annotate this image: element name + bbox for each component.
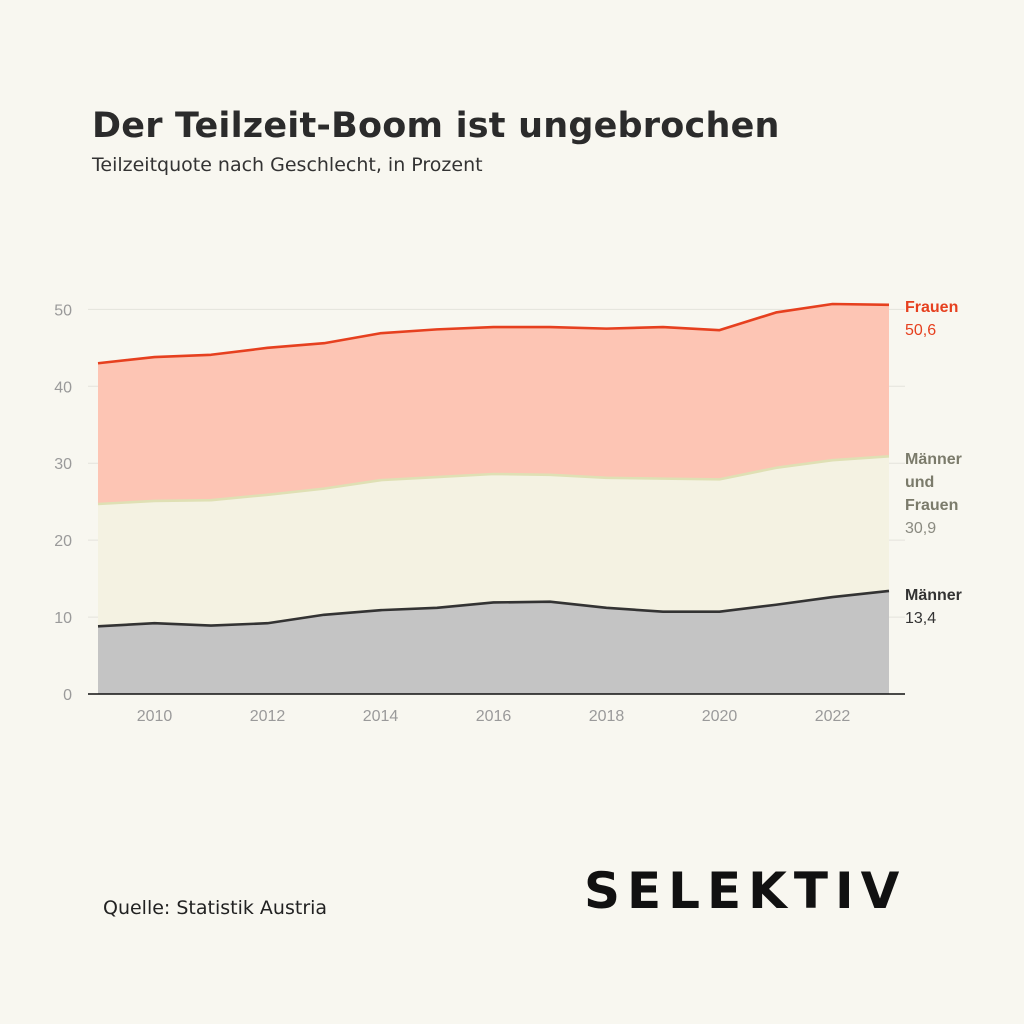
selektiv-logo: SELEKTIV bbox=[584, 862, 907, 920]
y-tick-label: 50 bbox=[54, 302, 72, 319]
series-end-value: 50,6 bbox=[905, 322, 936, 339]
series-label: Männer bbox=[905, 451, 962, 468]
y-tick-label: 20 bbox=[54, 533, 72, 550]
area-männer bbox=[98, 590, 889, 694]
series-label: Frauen bbox=[905, 497, 958, 514]
x-tick-label: 2020 bbox=[702, 708, 738, 725]
x-tick-label: 2016 bbox=[476, 708, 512, 725]
series-end-value: 30,9 bbox=[905, 520, 936, 537]
line-männer-und-frauen bbox=[97, 455, 890, 506]
series-label: Männer bbox=[905, 587, 962, 604]
x-tick-label: 2022 bbox=[815, 708, 851, 725]
x-tick-label: 2018 bbox=[589, 708, 625, 725]
x-tick-label: 2012 bbox=[250, 708, 286, 725]
line-männer bbox=[97, 589, 890, 628]
series-label: Frauen bbox=[905, 299, 958, 316]
y-tick-label: 30 bbox=[54, 456, 72, 473]
y-tick-label: 40 bbox=[54, 379, 72, 396]
x-tick-label: 2014 bbox=[363, 708, 399, 725]
y-tick-label: 10 bbox=[54, 610, 72, 627]
source-note: Quelle: Statistik Austria bbox=[103, 897, 328, 919]
line-frauen bbox=[97, 302, 890, 365]
chart-title: Der Teilzeit-Boom ist ungebrochen bbox=[92, 106, 780, 146]
x-tick-label: 2010 bbox=[137, 708, 173, 725]
series-label: und bbox=[905, 474, 934, 491]
y-tick-label: 0 bbox=[63, 687, 72, 704]
chart-subtitle: Teilzeitquote nach Geschlecht, in Prozen… bbox=[92, 154, 483, 176]
series-end-value: 13,4 bbox=[905, 610, 936, 627]
